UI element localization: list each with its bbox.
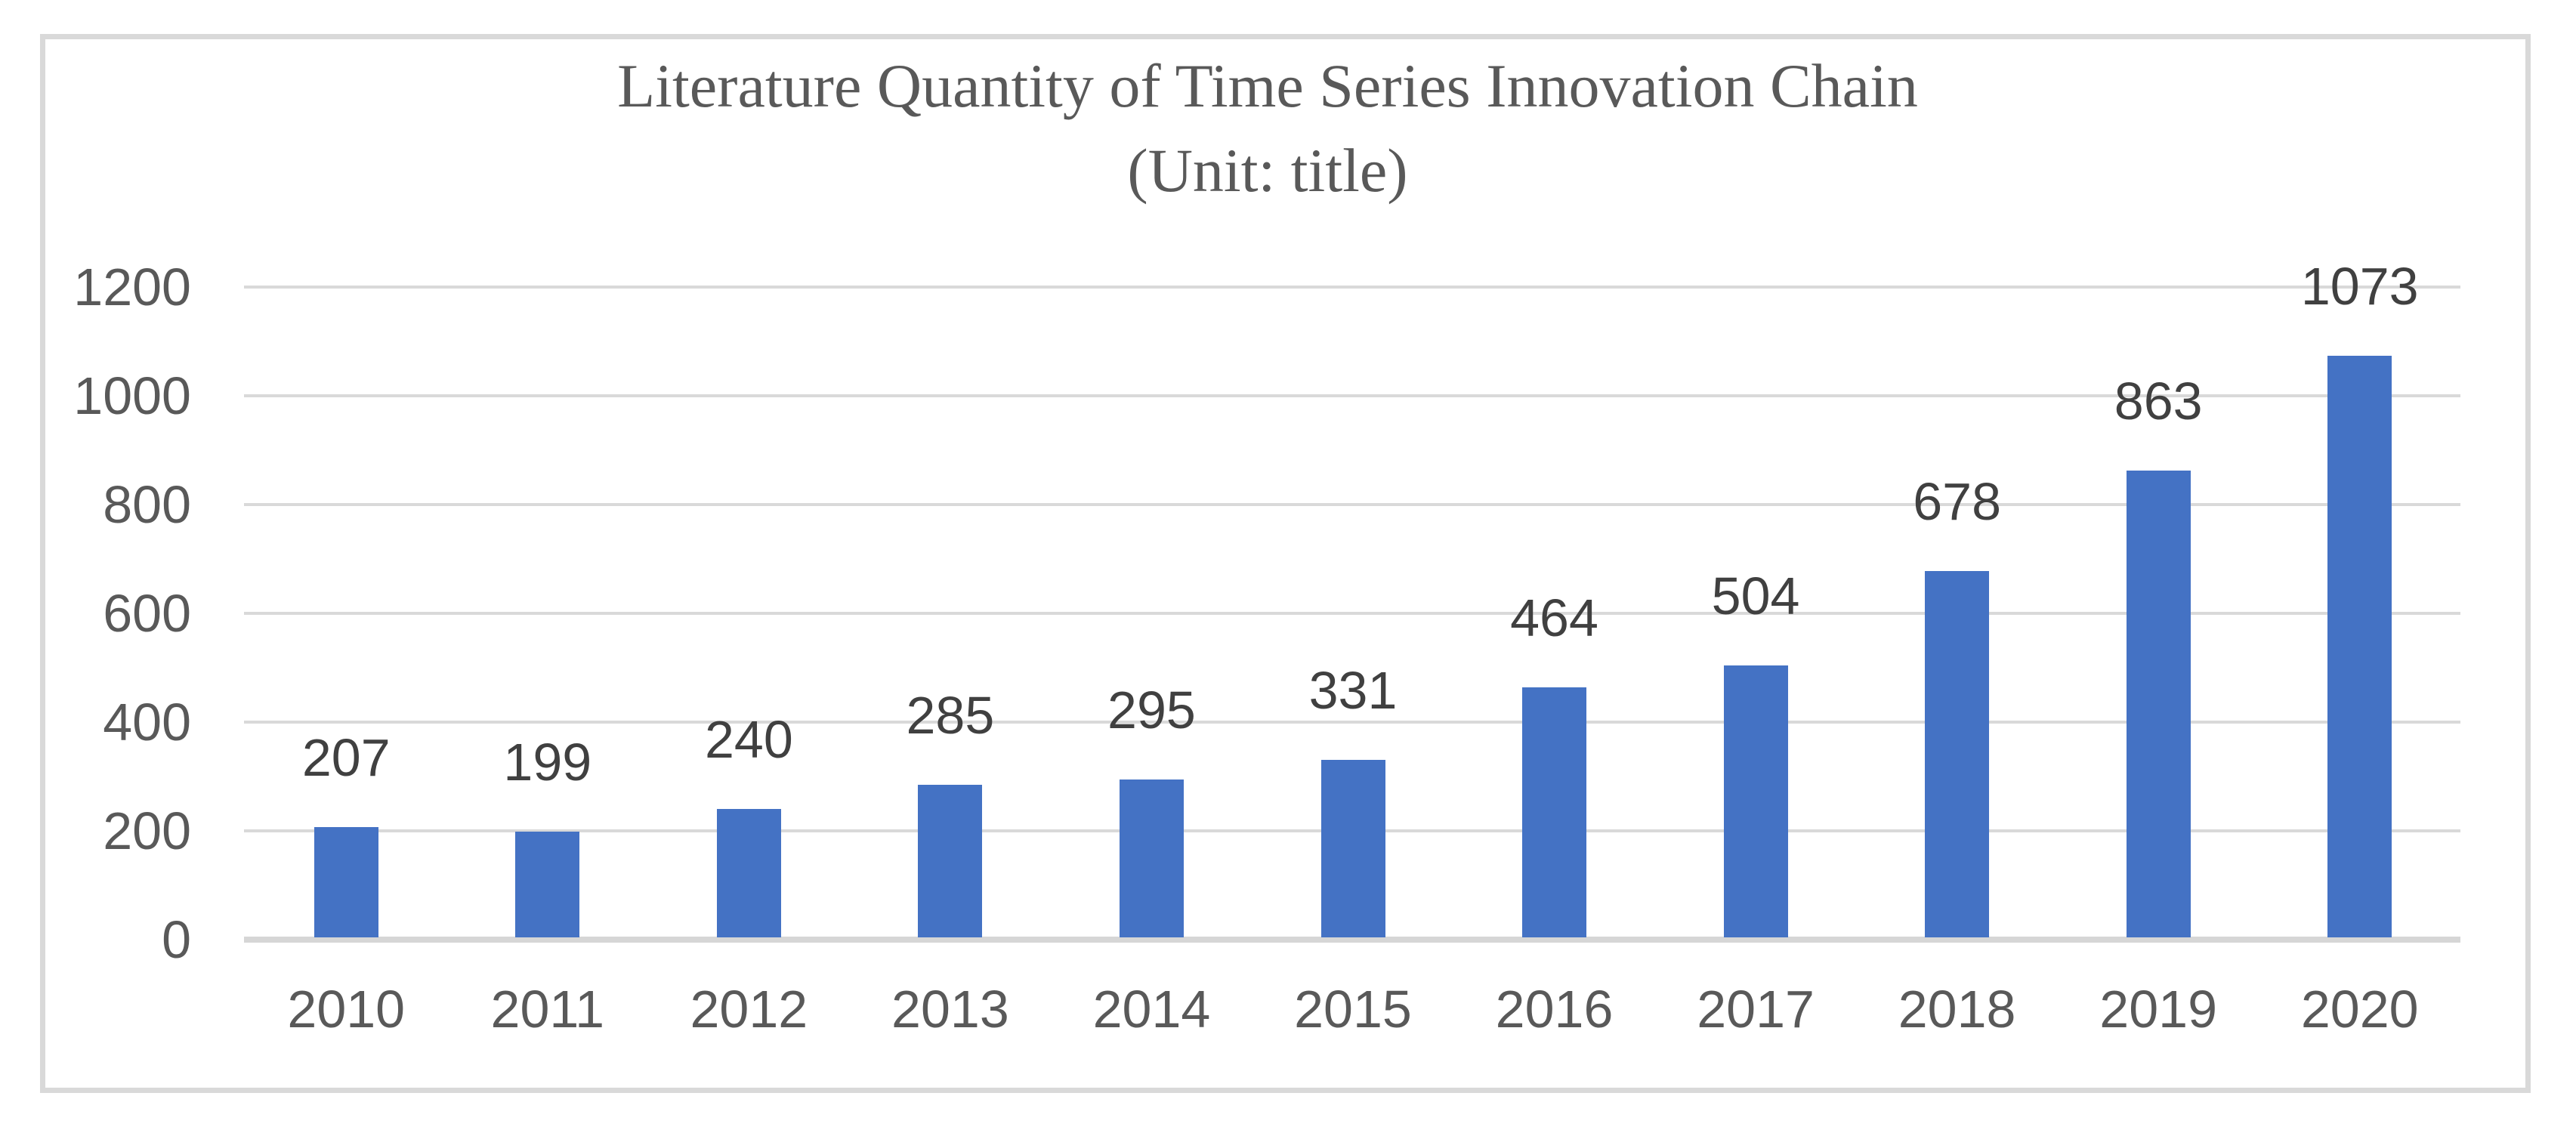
x-tick-label-2011: 2011 xyxy=(490,980,605,1039)
x-tick-label-2014: 2014 xyxy=(1092,980,1211,1039)
bar-data-label-2019: 863 xyxy=(2114,371,2203,431)
x-axis-line xyxy=(244,937,2460,943)
y-tick-label-400: 400 xyxy=(103,693,191,752)
chart-frame xyxy=(40,34,2531,1093)
bar-data-label-2012: 240 xyxy=(704,710,793,770)
y-tick-label-1200: 1200 xyxy=(73,258,191,316)
bar-2015 xyxy=(1320,759,1385,937)
y-tick-label-1000: 1000 xyxy=(73,366,191,425)
y-tick-label-600: 600 xyxy=(103,584,191,643)
bar-data-label-2013: 285 xyxy=(906,685,995,745)
x-tick-label-2010: 2010 xyxy=(287,980,406,1039)
x-tick-label-2017: 2017 xyxy=(1697,980,1815,1039)
bar-2014 xyxy=(1119,779,1184,937)
bar-2011 xyxy=(515,831,580,937)
bar-data-label-2015: 331 xyxy=(1308,660,1398,720)
gridline-400 xyxy=(244,721,2460,724)
bar-data-label-2018: 678 xyxy=(1913,471,2002,531)
bar-2019 xyxy=(2126,470,2191,937)
gridline-1200 xyxy=(244,286,2460,289)
x-tick-label-2019: 2019 xyxy=(2099,980,2218,1039)
bar-2010 xyxy=(314,826,378,937)
bar-2020 xyxy=(2327,356,2392,937)
y-tick-label-0: 0 xyxy=(162,910,191,969)
gridline-800 xyxy=(244,503,2460,506)
bar-2016 xyxy=(1522,687,1587,937)
gridline-1000 xyxy=(244,394,2460,397)
bar-data-label-2014: 295 xyxy=(1107,680,1196,739)
x-tick-label-2012: 2012 xyxy=(690,980,808,1039)
bar-data-label-2016: 464 xyxy=(1510,588,1598,647)
y-tick-label-800: 800 xyxy=(103,475,191,534)
bar-data-label-2017: 504 xyxy=(1711,566,1800,626)
bar-2017 xyxy=(1723,665,1788,937)
bar-2013 xyxy=(918,784,983,937)
bar-data-label-2020: 1073 xyxy=(2300,257,2419,316)
x-tick-label-2018: 2018 xyxy=(1898,980,2016,1039)
bar-2018 xyxy=(1925,570,1990,937)
x-tick-label-2013: 2013 xyxy=(891,980,1009,1039)
gridline-600 xyxy=(244,612,2460,615)
bar-data-label-2011: 199 xyxy=(503,732,592,792)
y-tick-label-200: 200 xyxy=(103,801,191,860)
x-tick-label-2016: 2016 xyxy=(1495,980,1614,1039)
x-tick-label-2015: 2015 xyxy=(1294,980,1412,1039)
bar-2012 xyxy=(716,809,781,937)
bar-data-label-2010: 207 xyxy=(301,727,391,787)
x-tick-label-2020: 2020 xyxy=(2300,980,2419,1039)
